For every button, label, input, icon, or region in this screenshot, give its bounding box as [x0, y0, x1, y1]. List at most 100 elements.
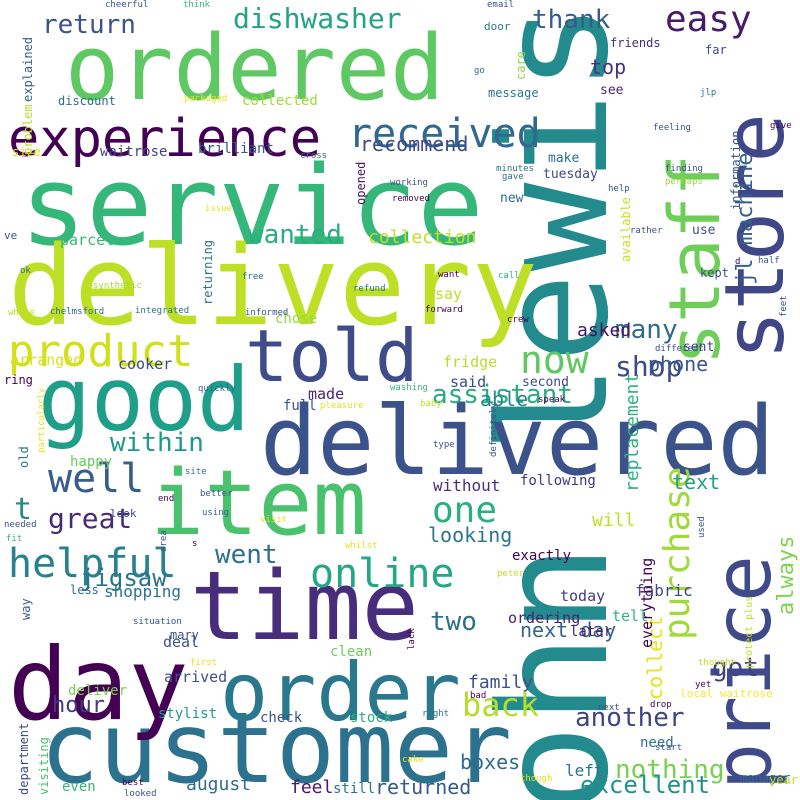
word-friends: friends — [610, 36, 661, 51]
word-yet: yet — [695, 679, 712, 690]
word-better: better — [200, 488, 233, 499]
word-stylist: stylist — [158, 706, 218, 723]
word-ve: ve — [4, 229, 18, 243]
word-stock: stock — [350, 710, 393, 727]
word-check: check — [260, 710, 303, 727]
word-able: able — [480, 387, 529, 411]
word-brilliant: brilliant — [198, 141, 274, 158]
word-gave: gave — [502, 171, 524, 182]
word-information: information — [729, 130, 743, 210]
word-message: message — [488, 86, 539, 101]
word-assistant: assistant — [432, 379, 573, 410]
word-jigsaw: jigsaw — [80, 564, 167, 593]
word-ordering: ordering — [508, 608, 581, 627]
word-think: think — [183, 0, 211, 10]
word-following: following — [520, 473, 596, 490]
word-went: went — [215, 539, 278, 570]
word-collected: collected — [242, 93, 318, 110]
word-day: day — [8, 626, 189, 743]
word-ok: ok — [20, 265, 31, 276]
word-call: call — [498, 270, 520, 281]
word-say: say — [435, 284, 463, 303]
word-go: go — [474, 65, 485, 76]
word-half: half — [758, 255, 780, 266]
word-s: s — [192, 538, 198, 549]
word-excellent: excellent — [580, 771, 711, 800]
word-phone: phone — [648, 352, 709, 376]
word-definitely: definitely — [489, 402, 499, 457]
word-two: two — [430, 606, 477, 637]
word-return: return — [42, 9, 136, 40]
word-site: site — [185, 466, 207, 477]
word-time: time — [190, 551, 419, 662]
word-another: another — [575, 702, 685, 733]
word-whilst: whilst — [345, 540, 378, 551]
word-always: always — [774, 535, 799, 615]
word-hour: hour — [52, 693, 105, 719]
word-tuesday: tuesday — [543, 167, 598, 183]
word-peter: peter — [497, 568, 525, 579]
word-returning: returning — [201, 239, 215, 305]
word-fit: fit — [6, 533, 23, 544]
word-service: service — [20, 142, 484, 270]
word-far: far — [705, 43, 727, 58]
word-looking: looking — [428, 523, 513, 547]
word-will: will — [592, 509, 636, 531]
word-exactly: exactly — [512, 548, 572, 565]
word-delivered: delivered — [260, 386, 775, 497]
word-even: even — [62, 779, 96, 796]
word-delivery: delivery — [8, 222, 538, 350]
word-new: new — [500, 191, 524, 207]
word-dishwasher: dishwasher — [233, 1, 402, 35]
word-still: still — [333, 781, 376, 798]
word-today: today — [560, 586, 606, 605]
word-t: t — [14, 492, 33, 527]
word-discount: discount — [58, 94, 116, 109]
word-mary: mary — [170, 628, 199, 643]
word-local-waitrose: local waitrose — [680, 687, 773, 701]
word-packaged: packaged — [184, 93, 228, 104]
word-thank: thank — [532, 4, 611, 35]
word-perhaps: perhaps — [665, 176, 703, 187]
word-top: top — [590, 55, 627, 79]
word-ring: ring — [4, 373, 33, 388]
word-kept: kept — [700, 266, 729, 281]
word-ordered: ordered — [65, 16, 445, 121]
word-online: online — [310, 551, 455, 597]
word-happy: happy — [70, 454, 113, 471]
word-visit: visit — [260, 514, 288, 525]
word-feet: feet — [779, 295, 789, 317]
word-within: within — [110, 427, 204, 458]
word-situation: situation — [133, 616, 182, 627]
word-asked: asked — [577, 319, 632, 341]
word-department: department — [17, 722, 31, 795]
word-said: said — [450, 372, 487, 391]
word-size: size — [12, 145, 41, 160]
word-got: got — [712, 652, 759, 683]
word-first: first — [190, 657, 218, 668]
word-thought: thought — [698, 657, 736, 668]
word-item: item — [150, 451, 367, 556]
word-finding: finding — [665, 163, 703, 174]
word-synthetic: synthetic — [93, 280, 142, 291]
word-old: old — [17, 446, 31, 468]
word-second: second — [522, 375, 569, 391]
word-make: make — [548, 151, 580, 167]
word-jlp: jlp — [700, 87, 717, 98]
word-chelmsford: chelmsford — [50, 306, 105, 317]
word-back: back — [462, 686, 540, 725]
word-free: free — [242, 271, 264, 282]
word-type: type — [433, 439, 455, 450]
word-arrived: arrived — [164, 667, 228, 686]
word-sent: sent — [683, 340, 715, 356]
word-deliver: deliver — [68, 683, 128, 700]
word-clean: clean — [330, 644, 373, 661]
word-minutes: minutes — [496, 163, 534, 174]
word-whole: whole — [8, 307, 36, 318]
word-year: year — [769, 773, 798, 788]
word-easy: easy — [665, 0, 752, 40]
word-experience: experience — [8, 109, 322, 170]
word-pleasure: pleasure — [320, 400, 364, 411]
word-door: door — [484, 20, 511, 34]
word-cooker: cooker — [118, 354, 173, 373]
